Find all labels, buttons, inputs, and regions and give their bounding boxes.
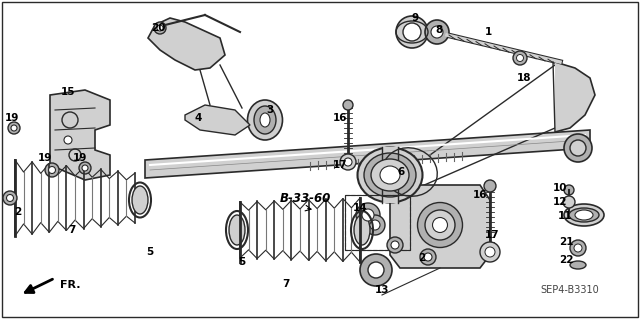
Polygon shape (390, 185, 490, 268)
Text: 2: 2 (14, 207, 22, 217)
Circle shape (360, 254, 392, 286)
Ellipse shape (132, 186, 148, 214)
Circle shape (368, 262, 384, 278)
Text: 21: 21 (559, 237, 573, 247)
Ellipse shape (570, 261, 586, 269)
Circle shape (157, 25, 163, 31)
Ellipse shape (254, 106, 276, 134)
Text: B-33-60: B-33-60 (280, 191, 331, 204)
Text: 17: 17 (484, 230, 499, 240)
Circle shape (425, 20, 449, 44)
Text: 14: 14 (353, 203, 367, 213)
Ellipse shape (354, 215, 370, 245)
Ellipse shape (425, 210, 455, 240)
Circle shape (62, 112, 78, 128)
Circle shape (391, 241, 399, 249)
Text: 11: 11 (557, 211, 572, 221)
Polygon shape (148, 18, 225, 70)
Ellipse shape (569, 208, 599, 222)
Text: 6: 6 (397, 167, 404, 177)
Text: 19: 19 (5, 113, 19, 123)
Text: 18: 18 (516, 73, 531, 83)
Circle shape (45, 163, 59, 177)
Circle shape (49, 167, 56, 174)
Ellipse shape (575, 210, 593, 220)
Circle shape (424, 253, 432, 261)
Circle shape (420, 249, 436, 265)
Circle shape (387, 237, 403, 253)
Ellipse shape (260, 113, 270, 127)
Ellipse shape (433, 218, 447, 233)
Polygon shape (185, 105, 250, 135)
Circle shape (564, 185, 574, 195)
Text: 12: 12 (553, 197, 567, 207)
Text: 19: 19 (73, 153, 87, 163)
Text: 13: 13 (375, 285, 389, 295)
Circle shape (11, 125, 17, 131)
Circle shape (356, 203, 380, 227)
Bar (345, 195, 410, 250)
Bar (345, 195, 410, 250)
Circle shape (82, 165, 88, 171)
Ellipse shape (358, 147, 422, 203)
Circle shape (563, 196, 575, 208)
Text: 22: 22 (559, 255, 573, 265)
Circle shape (79, 162, 91, 174)
Circle shape (396, 16, 428, 48)
Ellipse shape (564, 204, 604, 226)
Ellipse shape (364, 153, 416, 197)
Circle shape (403, 23, 421, 41)
Text: 9: 9 (412, 13, 419, 23)
Circle shape (362, 209, 374, 221)
Text: 1: 1 (484, 27, 492, 37)
Ellipse shape (248, 100, 282, 140)
Circle shape (516, 55, 524, 62)
Ellipse shape (229, 215, 245, 245)
Text: SEP4-B3310: SEP4-B3310 (541, 285, 600, 295)
Ellipse shape (380, 166, 400, 184)
Circle shape (480, 242, 500, 262)
Circle shape (484, 180, 496, 192)
Text: 10: 10 (553, 183, 567, 193)
Circle shape (570, 240, 586, 256)
Text: 17: 17 (333, 160, 348, 170)
Circle shape (564, 134, 592, 162)
Text: 7: 7 (68, 225, 76, 235)
Polygon shape (555, 62, 595, 132)
Text: 4: 4 (195, 113, 202, 123)
Text: 7: 7 (282, 279, 290, 289)
Circle shape (343, 100, 353, 110)
Circle shape (370, 220, 380, 230)
Text: 5: 5 (238, 257, 246, 267)
Circle shape (69, 149, 81, 161)
Ellipse shape (417, 203, 463, 248)
Circle shape (485, 247, 495, 257)
Circle shape (340, 154, 356, 170)
Text: FR.: FR. (60, 280, 81, 290)
Text: 3: 3 (266, 105, 274, 115)
Text: 2: 2 (419, 253, 426, 263)
Bar (382, 147, 398, 203)
Circle shape (570, 140, 586, 156)
Text: 20: 20 (151, 23, 165, 33)
Circle shape (8, 122, 20, 134)
Circle shape (344, 158, 352, 166)
Circle shape (154, 22, 166, 34)
Text: 5: 5 (147, 247, 154, 257)
Text: 16: 16 (473, 190, 487, 200)
Polygon shape (50, 90, 110, 180)
Text: 8: 8 (435, 25, 443, 35)
Circle shape (3, 191, 17, 205)
Circle shape (574, 244, 582, 252)
Text: 19: 19 (38, 153, 52, 163)
Text: 15: 15 (61, 87, 76, 97)
Ellipse shape (371, 159, 409, 191)
Circle shape (6, 195, 13, 202)
Circle shape (64, 136, 72, 144)
Circle shape (431, 26, 443, 38)
Polygon shape (145, 130, 590, 178)
Text: 16: 16 (333, 113, 348, 123)
Circle shape (513, 51, 527, 65)
Circle shape (365, 215, 385, 235)
